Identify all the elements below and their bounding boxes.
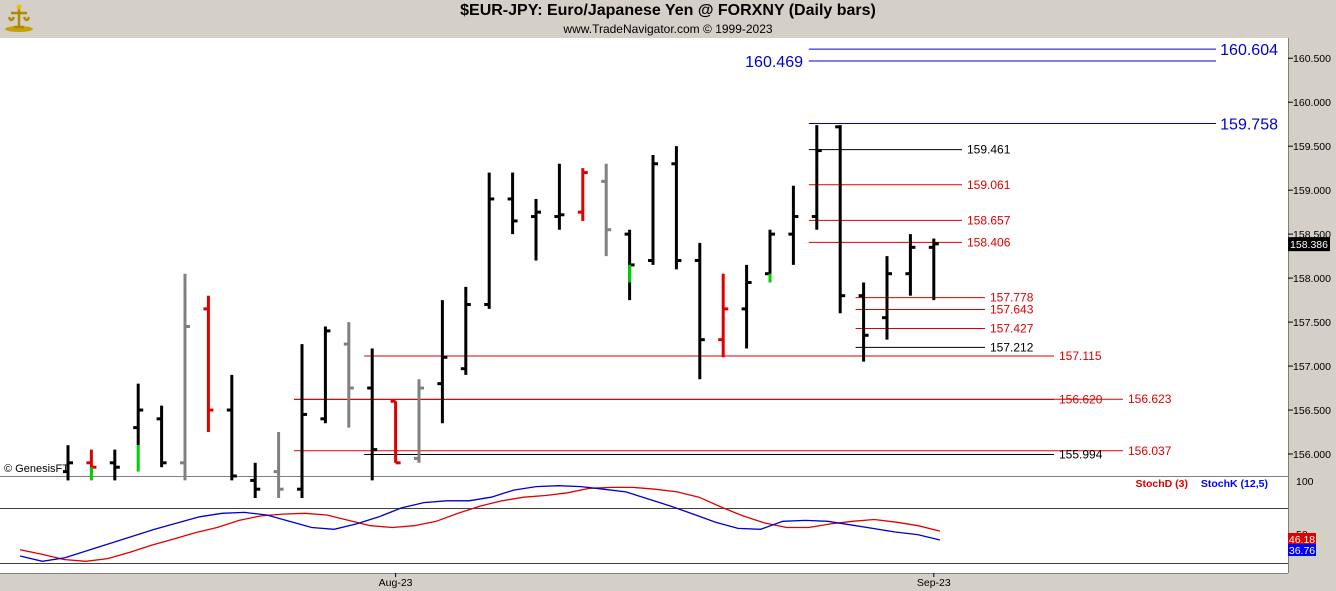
price-level-label: 156.623 (1128, 392, 1172, 406)
chart-header: $EUR-JPY: Euro/Japanese Yen @ FORXNY (Da… (0, 0, 1336, 36)
y-tick-label: 160.500 (1293, 53, 1331, 65)
last-price-text: 158.386 (1290, 239, 1328, 251)
price-level-label: 157.643 (990, 303, 1034, 317)
price-level-label: 159.461 (967, 143, 1011, 157)
chart-title: $EUR-JPY: Euro/Japanese Yen @ FORXNY (Da… (460, 2, 876, 19)
stoch-value-box (1288, 533, 1316, 545)
stoch-value-text: 36.76 (1289, 545, 1315, 557)
price-level-label: 155.994 (1059, 448, 1103, 462)
stoch-value-box (1288, 544, 1316, 556)
y-tick-label: 156.000 (1293, 449, 1331, 461)
stoch-tick-label: 100 (1296, 476, 1314, 488)
price-levels: 160.604 160.469 159.758 159.461 159.061 158.6… (294, 42, 1278, 462)
price-level-label: 156.037 (1128, 444, 1172, 458)
chart-subtitle: www.TradeNavigator.com © 1999-2023 (563, 22, 773, 36)
price-level-label: 158.406 (967, 235, 1011, 249)
price-level-label: 160.604 (1220, 42, 1278, 59)
price-level-label: 158.657 (967, 213, 1011, 227)
y-tick-label: 157.500 (1293, 317, 1331, 329)
price-panel (0, 38, 1288, 476)
stochastic-lines (19, 485, 941, 562)
price-level-label: 157.427 (990, 322, 1034, 336)
x-tick-label: Aug-23 (379, 577, 413, 589)
trade-navigator-logo-icon (3, 3, 35, 33)
y-tick-label: 158.000 (1293, 273, 1331, 285)
y-tick-label: 156.500 (1293, 405, 1331, 417)
legend-stochd: StochD (3) (1136, 478, 1189, 490)
price-level-label: 159.061 (967, 178, 1011, 192)
y-tick-label: 157.000 (1293, 361, 1331, 373)
date-axis: Aug-23 Sep-23 (379, 573, 951, 589)
stoch-value-text: 46.18 (1289, 534, 1315, 546)
price-axis: 156.000156.500157.000157.500158.000158.5… (1288, 53, 1331, 461)
price-bars (63, 125, 939, 498)
stochastic-axis: 10050 (1296, 476, 1314, 541)
last-price-badge: 158.386 (1288, 237, 1330, 252)
y-tick-label: 160.000 (1293, 97, 1331, 109)
watermark: © GenesisFT (4, 463, 69, 475)
price-level-label: 160.469 (745, 54, 803, 71)
stochastic-line (19, 486, 941, 562)
y-tick-label: 159.500 (1293, 141, 1331, 153)
last-price-box (1288, 237, 1330, 252)
stochastic-panel (0, 477, 1288, 573)
y-tick-label: 159.000 (1293, 185, 1331, 197)
stochastic-legend: StochD (3) StochK (12,5) (1136, 478, 1269, 490)
price-level-label: 157.778 (990, 291, 1034, 305)
price-level-label: 157.212 (990, 340, 1034, 354)
price-level-label: 159.758 (1220, 116, 1278, 133)
legend-stochk: StochK (12,5) (1201, 478, 1268, 490)
stochastic-line (19, 485, 941, 562)
price-level-label: 157.115 (1059, 349, 1102, 363)
x-tick-label: Sep-23 (917, 577, 951, 589)
